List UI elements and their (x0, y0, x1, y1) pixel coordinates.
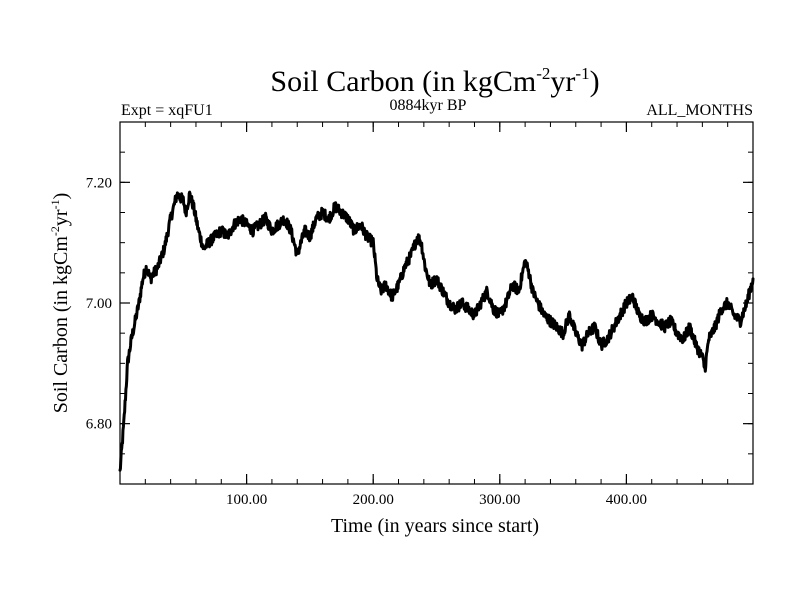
y-axis-label-mid: yr (50, 209, 72, 226)
y-axis-label-sup1: -2 (48, 226, 62, 236)
x-tick-label: 200.00 (353, 492, 394, 508)
x-tick-label: 400.00 (606, 492, 647, 508)
subtitle-experiment: Expt = xqFU1 (121, 102, 213, 119)
subtitle-period: 0884kyr BP (390, 97, 467, 114)
y-axis-label-main: Soil Carbon (in kgCm (50, 236, 72, 414)
x-axis-label: Time (in years since start) (331, 515, 539, 537)
y-axis-label-end: ) (50, 193, 72, 200)
subtitle-months: ALL_MONTHS (646, 102, 753, 119)
chart-title-sup1: -2 (536, 64, 550, 83)
y-tick-label: 6.80 (86, 417, 112, 433)
chart-title-end: ) (590, 65, 600, 98)
axis-ticks (120, 122, 753, 484)
x-tick-label: 300.00 (479, 492, 520, 508)
y-tick-label: 7.00 (86, 296, 112, 312)
plot-frame (119, 121, 754, 485)
y-axis-label-sup2: -1 (48, 199, 62, 209)
soil-carbon-series-line (118, 190, 755, 472)
chart-title: Soil Carbon (in kgCm-2yr-1) (270, 64, 599, 98)
y-axis-label: Soil Carbon (in kgCm-2yr-1) (48, 193, 72, 414)
chart-title-mid: yr (550, 65, 575, 98)
chart-title-sup2: -1 (575, 64, 589, 83)
x-tick-label: 100.00 (226, 492, 267, 508)
y-tick-label: 7.20 (86, 175, 112, 191)
chart-title-main: Soil Carbon (in kgCm (270, 65, 536, 98)
axis-tick-labels: 100.00 200.00 300.00 400.00 6.80 7.00 7.20 (86, 175, 647, 508)
